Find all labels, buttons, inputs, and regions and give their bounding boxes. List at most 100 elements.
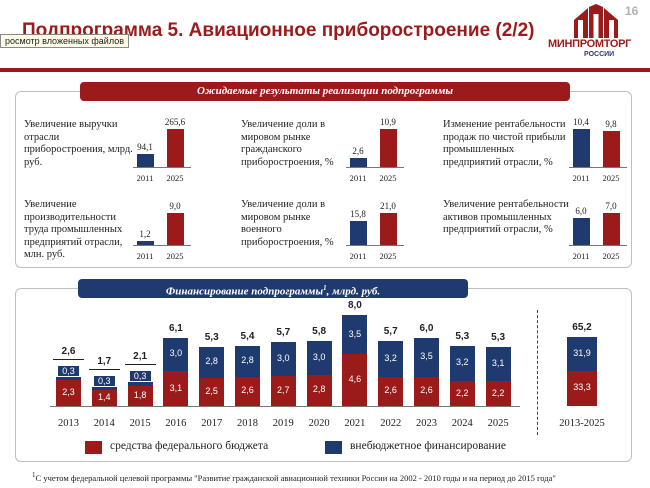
bar-label-extrabudget: 3,2	[384, 352, 397, 363]
bar-federal	[342, 354, 368, 406]
bar-extrabudget	[91, 386, 117, 391]
bar-label-extrabudget: 3,0	[169, 348, 183, 359]
metric-year-label: 2025	[166, 251, 184, 261]
bar-label-federal: 2,6	[420, 385, 433, 396]
metric-bar	[603, 213, 620, 245]
page-title: Подпрограмма 5. Авиационное приборострое…	[22, 20, 535, 41]
bar-label-federal: 2,6	[384, 385, 397, 396]
expected-results-panel	[15, 91, 632, 268]
summary-category-label: 2013-2025	[559, 418, 605, 429]
metric-label: Увеличение выручки отрасли приборостроен…	[24, 119, 133, 168]
bar-total-label: 5,7	[383, 326, 398, 338]
expected-results-banner: Ожидаемые результаты реализации подпрогр…	[80, 82, 570, 101]
bar-label-federal: 2,2	[456, 387, 469, 398]
bar-federal	[127, 385, 153, 406]
metric-year-label: 2025	[166, 173, 184, 183]
bar-label-extrabudget: 2,8	[205, 356, 218, 367]
bar-extrabudget	[163, 337, 189, 372]
footnote-text: С учетом федеральной целевой программы "…	[35, 472, 556, 483]
year-label: 2016	[165, 418, 187, 429]
bar-extrabudget	[199, 346, 225, 378]
metric-value-label: 6,0	[575, 205, 587, 216]
bar-label-extrabudget: 3,2	[456, 357, 469, 368]
metric-value-label: 10,4	[573, 117, 589, 127]
metric-year-label: 2025	[379, 173, 397, 183]
bar-extrabudget	[306, 341, 332, 375]
metric-axis	[133, 167, 191, 168]
bar-extrabudget	[235, 345, 260, 377]
metric-bar	[380, 213, 397, 245]
summary-label-federal: 33,3	[573, 382, 591, 393]
summary-bar-federal	[567, 370, 597, 406]
year-label: 2017	[201, 418, 223, 429]
metric-value-label: 7,0	[605, 201, 617, 211]
year-label: 2013	[58, 418, 79, 429]
metric-value-label: 21,0	[380, 201, 396, 211]
metric-value-label: 9,0	[169, 201, 181, 211]
bar-label-extrabudget: 3,1	[491, 358, 505, 368]
year-label: 2024	[451, 418, 473, 429]
bar-federal	[91, 390, 117, 406]
bar-federal	[163, 371, 189, 406]
metric-value-label: 265,6	[164, 117, 186, 127]
metric-bar	[167, 129, 184, 167]
metric-bar	[350, 220, 367, 245]
bar-total-label: 5,3	[204, 331, 219, 343]
bar-federal	[485, 381, 511, 406]
metric-year-label: 2011	[136, 173, 154, 183]
chart-axis	[50, 406, 520, 407]
year-label: 2014	[93, 418, 115, 429]
tooltip: росмотр вложенных файлов	[0, 34, 129, 48]
metric-year-label: 2025	[379, 251, 397, 261]
metric-value-label: 2,6	[352, 145, 364, 156]
legend-swatch-extrabudget	[325, 441, 342, 454]
metric-bar	[380, 129, 397, 167]
metric-year-label: 2011	[349, 251, 367, 261]
metric-value-label: 15,8	[350, 208, 366, 219]
metric-value-label: 1,2	[139, 228, 151, 239]
metric-year-label: 2011	[572, 251, 590, 261]
bar-label-federal: 3,1	[169, 382, 183, 393]
title-rule	[0, 68, 650, 72]
bar-total-label: 5,3	[491, 331, 506, 343]
metric-value-label: 94,1	[137, 141, 153, 152]
total-marker	[88, 368, 120, 370]
bar-label-federal: 2,7	[277, 384, 290, 395]
metric-year-label: 2011	[349, 173, 367, 183]
page-number: 16	[625, 4, 639, 18]
financing-banner: Финансирование подпрограммы1, млрд. руб.	[78, 279, 468, 298]
metric-axis	[133, 245, 191, 246]
bar-extrabudget	[449, 345, 475, 382]
bar-label-federal: 1,8	[133, 389, 147, 400]
bar-federal	[199, 378, 225, 406]
bar-total-label: 5,4	[240, 330, 255, 342]
bar-label-extrabudget: 2,8	[241, 355, 254, 366]
logo-subtitle: РОССИИ	[584, 51, 615, 58]
logo-name: МИНПРОМТОРГ	[548, 38, 632, 50]
financing-title-sup: 1	[323, 284, 327, 292]
bar-total-label: 6,0	[419, 322, 434, 334]
bar-label-federal: 4,6	[348, 374, 362, 385]
metric-label: Увеличение доли в мировом рынке гражданс…	[241, 119, 334, 168]
metric-value-label: 10,9	[380, 117, 396, 127]
summary-total-label: 65,2	[572, 321, 592, 333]
legend-swatch-federal	[85, 441, 102, 454]
bar-federal	[414, 376, 439, 406]
total-marker	[53, 358, 84, 360]
metric-year-label: 2025	[602, 251, 620, 261]
metric-bar	[167, 213, 184, 245]
bar-extrabudget	[485, 346, 511, 382]
bar-federal	[56, 380, 81, 406]
bar-extrabudget	[378, 341, 404, 377]
year-label: 2019	[272, 418, 294, 429]
bar-extrabudget	[414, 337, 439, 377]
bar-federal	[306, 374, 332, 406]
metric-axis	[569, 167, 627, 168]
total-marker	[124, 364, 156, 366]
bar-total-label: 5,7	[276, 327, 291, 339]
year-label: 2020	[308, 418, 330, 429]
bar-label-extrabudget: 0,3	[129, 371, 151, 382]
metric-bar	[350, 157, 367, 167]
metric-label: Увеличение доли в мировом рынке военного…	[241, 199, 334, 248]
bar-label-extrabudget: 0,3	[58, 365, 79, 376]
